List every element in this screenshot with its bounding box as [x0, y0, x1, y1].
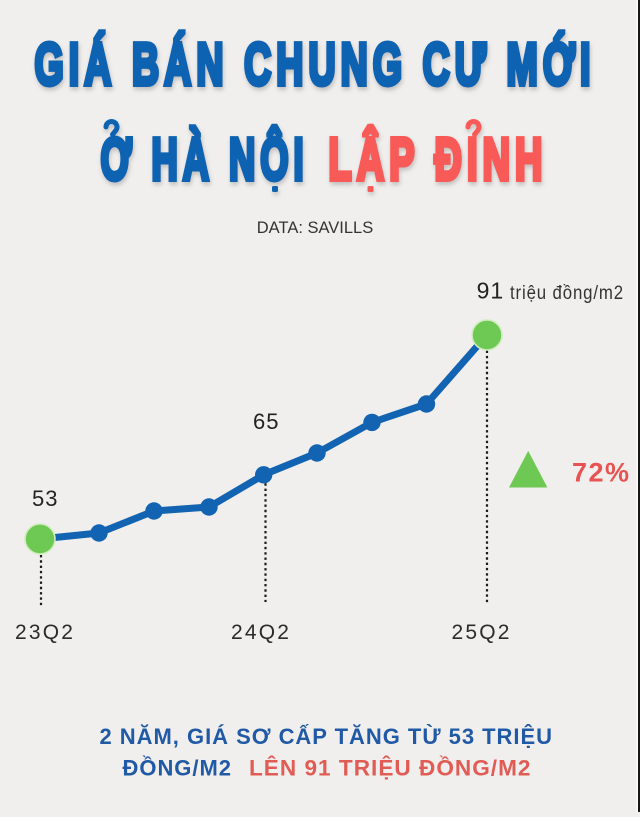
svg-text:91: 91	[477, 278, 505, 304]
svg-text:Ơ HÀ NÔI: Ơ HÀ NÔI	[101, 126, 309, 193]
svg-text:ĐỒNG/M2: ĐỒNG/M2	[123, 756, 233, 781]
svg-text:65: 65	[253, 409, 279, 434]
svg-text:53: 53	[32, 486, 58, 511]
svg-text:72%: 72%	[572, 458, 631, 488]
svg-text:DATA: SAVILLS: DATA: SAVILLS	[257, 219, 373, 237]
svg-text:2 NĂM, GIÁ SƠ CẤP TĂNG TỪ 53 T: 2 NĂM, GIÁ SƠ CẤP TĂNG TỪ 53 TRIỆU	[100, 724, 554, 749]
svg-text:23Q2: 23Q2	[15, 621, 75, 644]
svg-text:GIÁ BÁN CHUNG CƯ MỚI: GIÁ BÁN CHUNG CƯ MỚI	[35, 32, 596, 98]
svg-text:triệu đồng/m2: triệu đồng/m2	[510, 282, 624, 304]
svg-text:LÂP ĐINH: LÂP ĐINH	[329, 126, 548, 193]
svg-text:24Q2: 24Q2	[231, 621, 291, 644]
svg-text:25Q2: 25Q2	[452, 621, 512, 644]
svg-text:LÊN 91 TRIỆU ĐỒNG/M2: LÊN 91 TRIỆU ĐỒNG/M2	[249, 756, 532, 781]
